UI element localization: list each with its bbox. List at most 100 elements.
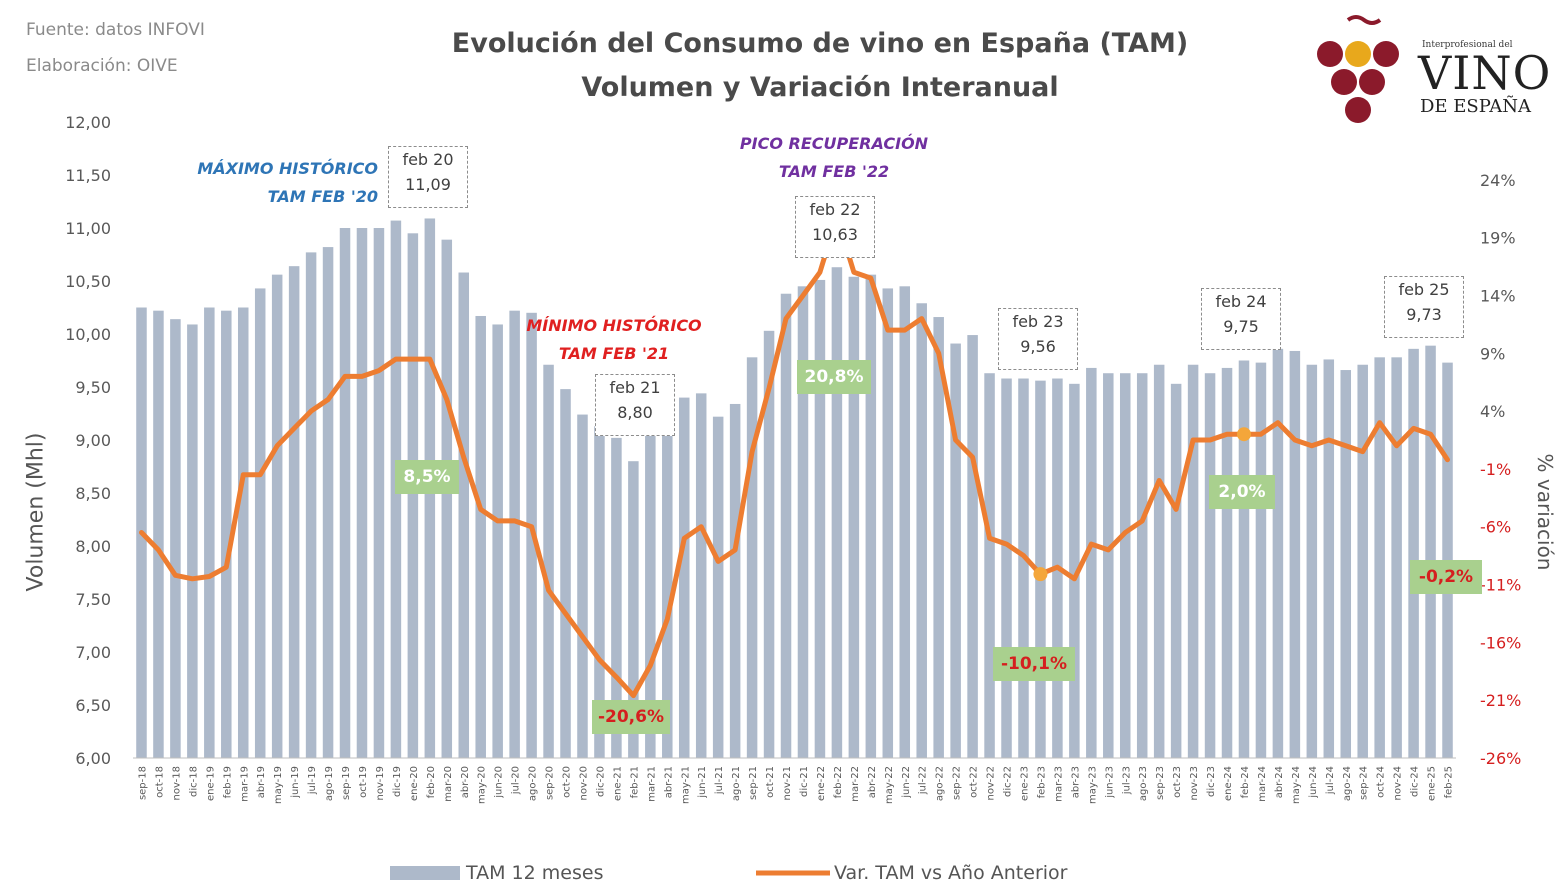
highlight-point: [1236, 427, 1251, 442]
variation-label-feb20: 8,5%: [395, 460, 459, 494]
x-tick-label: jul-19: [307, 766, 318, 795]
x-tick-label: ago-20: [528, 766, 539, 801]
x-tick-label: oct-22: [969, 766, 980, 798]
x-tick-label: abr-21: [663, 766, 674, 798]
x-tick-label: jun-20: [494, 766, 505, 799]
bar: [712, 416, 724, 758]
x-tick-label: nov-22: [986, 766, 997, 800]
y-tick-label: 8,50: [75, 484, 111, 503]
annotation-min-line2: TAM FEB '21: [558, 344, 670, 363]
variation-label-feb25: -0,2%: [1410, 560, 1482, 594]
bar: [1119, 373, 1131, 758]
x-tick-label: feb-21: [629, 766, 640, 798]
bar: [1187, 364, 1199, 758]
x-tick-label: nov-20: [578, 766, 589, 800]
peak-value: 10,63: [812, 225, 858, 244]
annotation-max: MÁXIMO HISTÓRICO TAM FEB '20: [150, 155, 378, 211]
peak-label: feb 20: [402, 150, 454, 169]
y-tick-label: 9,00: [75, 431, 111, 450]
bar: [305, 252, 317, 758]
x-tick-label: dic-18: [188, 766, 199, 797]
x-tick-label: feb-23: [1036, 766, 1047, 798]
x-tick-label: nov-23: [1189, 766, 1200, 800]
peak-label: feb 23: [1012, 312, 1064, 331]
bar: [746, 357, 758, 758]
x-tick-label: ago-19: [324, 766, 335, 801]
x-tick-label: mar-21: [646, 766, 657, 802]
x-tick-label: sep-23: [1155, 766, 1166, 800]
peak-box-feb24: feb 24 9,75: [1201, 288, 1281, 350]
bar: [407, 233, 419, 759]
bar: [695, 393, 707, 758]
x-tick-label: jun-19: [290, 766, 301, 799]
x-tick-label: dic-19: [392, 766, 403, 797]
bar: [678, 397, 690, 758]
x-tick-label: ago-22: [935, 766, 946, 801]
peak-value: 8,80: [617, 403, 653, 422]
logo-text-vino: VINO: [1418, 46, 1552, 100]
peak-label: feb 22: [809, 200, 861, 219]
y2-tick-label: -21%: [1480, 691, 1521, 710]
peak-box-feb23: feb 23 9,56: [998, 308, 1078, 370]
bar: [170, 319, 181, 758]
x-tick-label: ene-22: [816, 766, 827, 801]
bar: [458, 272, 470, 758]
bar: [594, 426, 605, 758]
bar: [950, 343, 961, 758]
y-tick-label: 6,50: [75, 696, 111, 715]
x-tick-label: jul-20: [511, 766, 522, 795]
annotation-max-line1: MÁXIMO HISTÓRICO: [197, 159, 378, 178]
y-tick-label: 11,50: [65, 166, 111, 185]
x-tick-label: sep-21: [748, 766, 759, 800]
y2-tick-label: 9%: [1480, 344, 1505, 363]
bar: [1425, 345, 1436, 758]
x-tick-label: sep-19: [341, 766, 352, 800]
bar: [356, 228, 368, 758]
x-tick-label: sep-22: [952, 766, 963, 800]
peak-label: feb 25: [1398, 280, 1450, 299]
x-tick-label: abr-22: [867, 766, 878, 798]
x-tick-label: feb-22: [833, 766, 844, 798]
x-tick-label: mar-23: [1053, 766, 1064, 802]
bar: [831, 267, 843, 758]
x-tick-label: sep-18: [137, 766, 148, 800]
logo-text-espana: DE ESPAÑA: [1420, 96, 1531, 117]
bar: [1170, 383, 1182, 758]
bar: [153, 310, 164, 758]
bar: [1357, 364, 1368, 758]
peak-box-feb22: feb 22 10,63: [795, 196, 875, 258]
x-tick-label: jun-23: [1104, 766, 1115, 799]
peak-label: feb 24: [1215, 292, 1267, 311]
bar: [1086, 367, 1097, 758]
bar: [254, 288, 266, 758]
peak-value: 9,56: [1020, 337, 1056, 356]
y2-tick-label: 19%: [1480, 229, 1516, 248]
x-tick-label: may-23: [1087, 766, 1098, 804]
x-tick-label: dic-21: [799, 766, 810, 797]
bar: [1069, 383, 1080, 758]
y-axis-title: Volumen (Mhl): [23, 432, 49, 592]
bar: [1255, 362, 1267, 758]
bar: [560, 389, 571, 758]
variation-label-feb21: -20,6%: [592, 700, 670, 734]
annotation-peak-line2: TAM FEB '22: [778, 162, 890, 181]
x-tick-label: sep-20: [545, 766, 556, 800]
bar: [1001, 378, 1012, 758]
bar: [1306, 364, 1318, 758]
bar: [204, 307, 215, 758]
bar: [1340, 370, 1352, 758]
bar: [492, 324, 503, 758]
bar: [933, 317, 944, 758]
bar: [577, 414, 588, 758]
bar: [1289, 350, 1301, 758]
bar: [543, 364, 554, 758]
x-tick-label: may-20: [477, 766, 488, 804]
variation-label-feb24: 2,0%: [1209, 475, 1275, 509]
y-tick-label: 12,00: [65, 113, 111, 132]
y-tick-label: 8,00: [75, 537, 111, 556]
bar: [611, 437, 622, 758]
y2-tick-label: -1%: [1480, 460, 1511, 479]
x-tick-label: may-24: [1291, 766, 1302, 804]
bar: [848, 276, 860, 758]
y-tick-label: 10,50: [65, 272, 111, 291]
